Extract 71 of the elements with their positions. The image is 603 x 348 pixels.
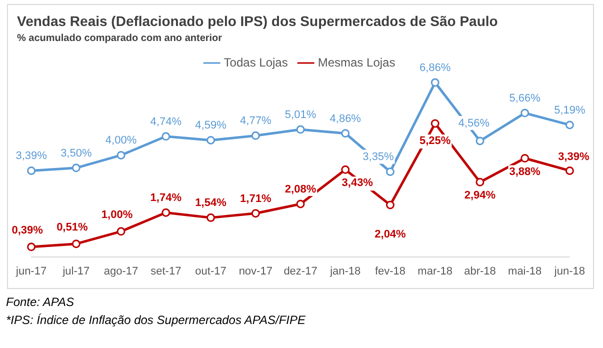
data-label: 4,86% — [330, 112, 362, 125]
data-label: 5,19% — [554, 104, 586, 117]
chart-title: Vendas Reais (Deflacionado pelo IPS) dos Supermercados de São Paulo — [17, 13, 498, 29]
point — [162, 208, 170, 217]
x-tick-label: ago-17 — [104, 265, 138, 278]
point — [341, 129, 350, 138]
x-tick-label: jun-18 — [553, 265, 585, 278]
point — [72, 240, 80, 248]
x-tick-label: mai-18 — [508, 265, 542, 278]
x-tick-label: jun-17 — [15, 265, 47, 278]
data-label: 0,51% — [56, 221, 88, 234]
data-label: 2,08% — [284, 184, 316, 196]
data-label: 4,00% — [105, 134, 137, 147]
chart-subtitle: % acumulado comparado com ano anterior — [17, 33, 222, 44]
x-tick-label: jan-18 — [329, 265, 361, 278]
point — [476, 178, 484, 186]
data-label: 1,54% — [195, 197, 227, 210]
point — [565, 120, 574, 130]
data-label: 1,00% — [101, 208, 133, 221]
x-tick-label: out-17 — [195, 265, 226, 278]
data-label: 4,74% — [150, 116, 182, 128]
data-label: 5,25% — [420, 134, 451, 147]
point — [430, 78, 440, 87]
point — [251, 131, 260, 140]
data-label: 0,39% — [12, 224, 44, 236]
data-label: 5,66% — [509, 92, 541, 105]
legend-label: Todas Lojas — [224, 55, 288, 70]
x-tick-label: dez-17 — [284, 265, 318, 278]
point — [206, 213, 216, 222]
data-label: 2,04% — [374, 228, 406, 241]
point — [341, 165, 350, 174]
data-label: 3,35% — [362, 151, 394, 164]
legend-label: Mesmas Lojas — [318, 55, 396, 70]
data-label: 4,77% — [240, 115, 272, 128]
point — [116, 227, 126, 236]
point — [386, 167, 394, 176]
data-label: 2,94% — [464, 190, 496, 202]
point — [296, 125, 305, 134]
point — [27, 242, 36, 252]
data-label: 4,59% — [195, 120, 227, 132]
point — [476, 136, 484, 146]
x-tick-label: jul-17 — [62, 265, 90, 278]
source-note: Fonte: APAS — [6, 294, 76, 311]
x-tick-label: abr-18 — [464, 265, 496, 278]
data-label: 3,43% — [342, 177, 374, 190]
x-tick-label: mar-18 — [418, 265, 453, 278]
data-label: 3,88% — [509, 166, 541, 178]
x-tick-label: fev-18 — [374, 265, 406, 278]
data-label: 3,50% — [60, 147, 92, 160]
point — [162, 132, 170, 141]
point — [520, 154, 530, 162]
point — [296, 200, 305, 208]
data-label: 3,39% — [558, 151, 590, 164]
point — [520, 108, 530, 118]
x-tick-label: set-17 — [150, 265, 182, 278]
point — [430, 119, 440, 128]
data-label: 4,56% — [458, 118, 490, 130]
point — [27, 166, 36, 175]
data-label: 3,39% — [16, 150, 48, 162]
data-label: 1,71% — [240, 192, 272, 205]
x-tick-label: nov-17 — [238, 265, 272, 278]
data-label: 5,01% — [284, 109, 316, 122]
data-label: 6,86% — [420, 62, 451, 74]
data-label: 1,74% — [150, 192, 182, 204]
text: *IPS: Índice de Inflação dos Supermercados APAS/FIPE — [6, 312, 306, 329]
point — [206, 136, 216, 144]
point — [251, 209, 260, 218]
point — [386, 200, 394, 210]
point — [565, 166, 574, 175]
point — [116, 150, 126, 160]
point — [72, 164, 80, 172]
